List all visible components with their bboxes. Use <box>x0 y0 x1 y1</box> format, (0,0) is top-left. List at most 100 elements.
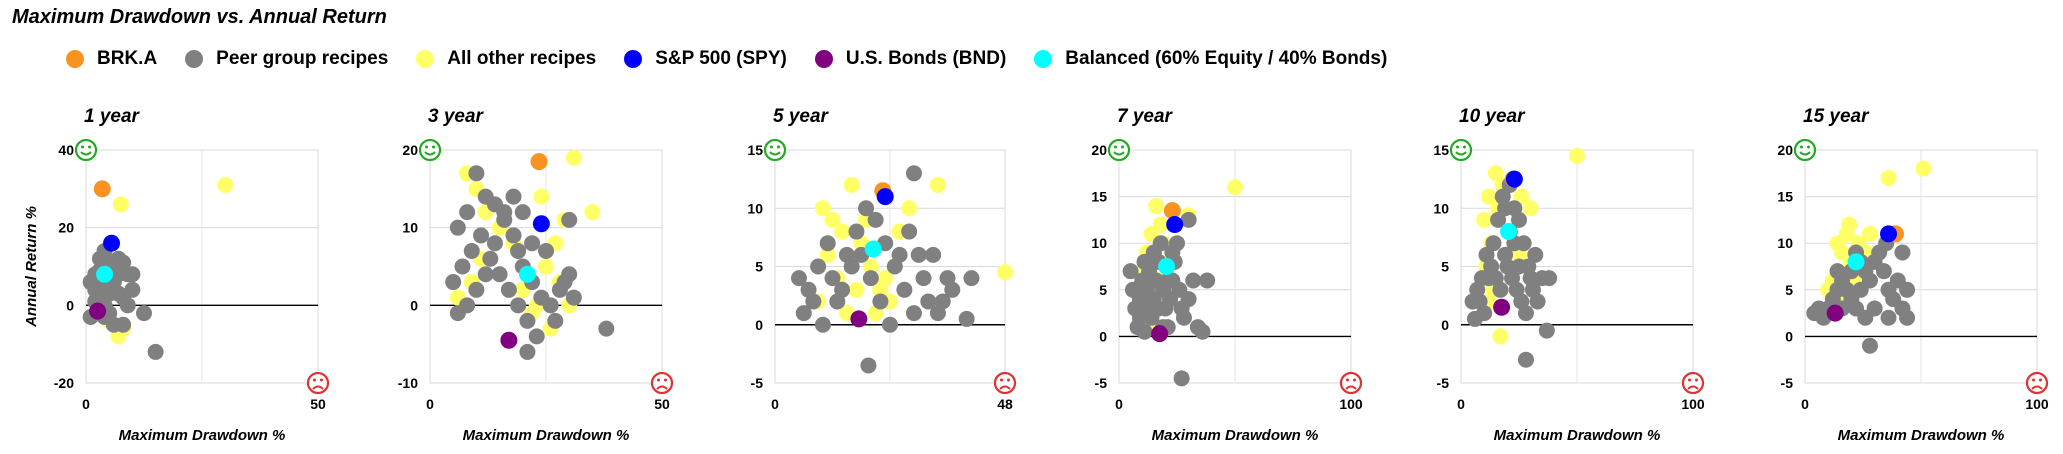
peer-group-point <box>858 200 875 217</box>
sad-face-icon-eye-right <box>2039 378 2042 382</box>
y-tick-label: 40 <box>58 142 74 158</box>
legend-marker-spy <box>624 50 643 68</box>
sad-face-icon-mouth <box>2031 385 2043 390</box>
sad-face-icon-eye-right <box>1695 378 1698 382</box>
sad-face-icon-mouth <box>1687 385 1699 390</box>
x-tick-label: 100 <box>1339 396 1363 412</box>
peer-group-point <box>124 266 141 283</box>
sad-face-icon-eye-right <box>320 378 323 382</box>
peer-group-point <box>867 211 884 228</box>
y-tick-label: -5 <box>1781 375 1794 391</box>
series-point-s-p-500-spy- <box>876 188 894 206</box>
peer-group-point <box>1529 293 1546 310</box>
chart-panel-1: 3 year 20 10 0 -10 0 50 Maximum Drawdown % <box>398 106 670 444</box>
peer-group-point <box>1829 263 1846 280</box>
peer-group-point <box>1173 370 1190 387</box>
series-point-s-p-500-spy- <box>1166 216 1184 234</box>
all-other-recipes-point <box>824 211 841 228</box>
series-point-balanced-60-equity-40-bonds- <box>1500 223 1518 241</box>
peer-group-point <box>1894 300 1911 317</box>
peer-group-point <box>519 343 536 360</box>
x-tick-label: 100 <box>2025 396 2049 412</box>
series-point-balanced-60-equity-40-bonds- <box>1158 258 1176 275</box>
peer-group-point <box>805 293 822 310</box>
chart-title: Maximum Drawdown vs. Annual Return <box>12 6 387 28</box>
happy-face-icon-eye-right <box>1807 145 1810 149</box>
happy-face-icon <box>763 138 787 162</box>
legend-label-balanced: Balanced (60% Equity / 40% Bonds) <box>1065 48 1388 69</box>
peer-group-point <box>925 246 942 263</box>
peer-group-point <box>1538 322 1555 339</box>
series-point-balanced-60-equity-40-bonds- <box>1847 253 1865 271</box>
sad-face-icon-outline <box>1339 371 1363 395</box>
peer-group-point <box>1185 272 1202 289</box>
peer-group-point <box>896 281 913 298</box>
peer-group-point <box>814 316 831 333</box>
peer-group-point <box>891 246 908 263</box>
peer-group-point <box>561 211 578 228</box>
x-tick-label: 0 <box>426 396 434 412</box>
series-point-u-s-bonds-bnd- <box>1826 304 1844 322</box>
series-point-s-p-500-spy- <box>103 234 121 252</box>
y-tick-label: 0 <box>1441 317 1449 333</box>
chart-panel-3: 7 year 20 15 10 5 0 -5 0 100 Maximum Drawdown % <box>1091 106 1362 444</box>
panel-title: 10 year <box>1459 106 1526 127</box>
y-tick-label: 20 <box>58 220 74 236</box>
legend-marker-other <box>416 50 435 68</box>
panel-title: 5 year <box>773 106 830 127</box>
happy-face-icon <box>74 138 98 162</box>
chart-panel-2: 5 year 15 10 5 0 -5 0 48 <box>747 106 1013 412</box>
legend-item-spy: S&P 500 (SPY) <box>624 48 787 70</box>
peer-group-point <box>1122 263 1139 280</box>
legend-marker-brk <box>66 50 84 68</box>
peer-group-point <box>445 274 462 291</box>
all-other-recipes-point <box>843 176 860 193</box>
peer-group-point <box>1522 270 1539 287</box>
happy-face-icon-outline <box>418 138 442 162</box>
peer-group-point <box>449 219 466 236</box>
sad-face-icon <box>650 371 674 395</box>
x-tick-label: 0 <box>1801 396 1809 412</box>
peer-group-point <box>1145 244 1162 261</box>
all-other-recipes-point <box>112 196 129 213</box>
all-other-recipes-point <box>1476 211 1493 228</box>
peer-group-point <box>862 270 879 287</box>
x-tick-label: 0 <box>82 396 90 412</box>
peer-group-point <box>872 293 889 310</box>
y-tick-label: 15 <box>1091 189 1107 205</box>
peer-group-point <box>486 235 503 252</box>
happy-face-icon-mouth <box>1799 151 1811 156</box>
happy-face-icon-mouth <box>769 151 781 156</box>
happy-face-icon <box>1793 138 1817 162</box>
all-other-recipes-point <box>1915 160 1932 177</box>
sad-face-icon-mouth <box>999 385 1011 390</box>
peer-group-point <box>1131 309 1148 326</box>
legend-item-peer: Peer group recipes <box>185 48 388 70</box>
series-point-u-s-bonds-bnd- <box>1151 325 1169 343</box>
peer-group-point <box>1180 291 1197 308</box>
peer-group-point <box>473 227 490 244</box>
happy-face-icon-eye-left <box>425 145 428 149</box>
peer-group-point <box>882 316 898 333</box>
series-point-brk-a <box>1163 202 1181 220</box>
peer-group-point <box>1164 244 1181 261</box>
peer-group-point <box>136 305 152 322</box>
peer-group-point <box>556 274 573 291</box>
y-tick-label: -10 <box>398 375 418 391</box>
peer-group-point <box>1861 337 1878 354</box>
y-tick-label: 15 <box>747 142 763 158</box>
all-other-recipes-point <box>1880 169 1897 186</box>
peer-group-point <box>1471 293 1488 310</box>
all-other-recipes-point <box>1522 200 1539 217</box>
peer-group-point <box>1480 270 1497 287</box>
peer-group-point <box>105 316 122 333</box>
sad-face-icon <box>1339 371 1363 395</box>
y-tick-label: 15 <box>1777 189 1793 205</box>
y-tick-label: 20 <box>402 142 418 158</box>
happy-face-icon-outline <box>1107 138 1131 162</box>
legend-marker-balanced <box>1034 50 1053 68</box>
series-point-balanced-60-equity-40-bonds- <box>864 240 882 258</box>
chart-panel-4: 10 year 15 10 5 0 -5 0 100 Maximum Drawdown % <box>1433 106 1704 444</box>
happy-face-icon-mouth <box>1113 151 1125 156</box>
sad-face-icon-mouth <box>656 385 668 390</box>
